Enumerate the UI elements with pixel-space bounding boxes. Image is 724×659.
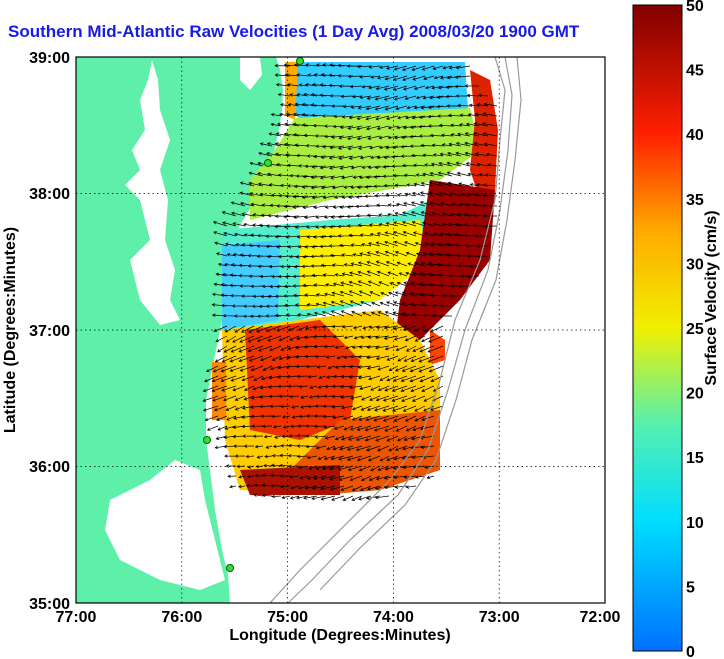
- colorbar-tick-label: 10: [686, 515, 704, 532]
- colorbar-tick-label: 25: [686, 321, 704, 338]
- y-tick-label: 37:00: [29, 323, 70, 340]
- colorbar-tick-label: 15: [686, 450, 704, 467]
- station-marker: [264, 159, 272, 167]
- isobaths: [269, 57, 522, 603]
- station-marker: [226, 564, 234, 572]
- x-tick-label: 75:00: [267, 609, 308, 626]
- radar-stations: [203, 57, 304, 572]
- x-tick-label: 74:00: [373, 609, 414, 626]
- colorbar-tick-label: 35: [686, 192, 704, 209]
- y-axis-label: Latitude (Degrees:Minutes): [2, 227, 19, 433]
- x-tick-label: 77:00: [56, 609, 97, 626]
- colorbar-tick-label: 20: [686, 386, 704, 403]
- y-tick-label: 38:00: [29, 186, 70, 203]
- y-tick-label: 39:00: [29, 50, 70, 67]
- station-marker: [203, 436, 211, 444]
- colorbar-tick-label: 40: [686, 127, 704, 144]
- x-tick-label: 73:00: [479, 609, 520, 626]
- plot-frame: [75, 56, 606, 604]
- colorbar-tick-label: 0: [686, 644, 695, 659]
- colorbar-tick-label: 50: [686, 0, 704, 15]
- colorbar: [632, 4, 683, 652]
- velocity-arrows: [202, 63, 498, 501]
- x-tick-label: 72:00: [580, 609, 621, 626]
- grid: [76, 57, 605, 603]
- y-ticks: 39:00 38:00 37:00 36:00 35:00: [29, 50, 70, 613]
- chesapeake-bay: [125, 60, 180, 325]
- station-marker: [296, 57, 304, 65]
- x-axis-label: Longitude (Degrees:Minutes): [229, 627, 450, 644]
- y-tick-label: 35:00: [29, 596, 70, 613]
- colorbar-tick-label: 45: [686, 63, 704, 80]
- x-tick-label: 76:00: [161, 609, 202, 626]
- x-ticks: 77:00 76:00 75:00 74:00 73:00 72:00: [56, 609, 621, 626]
- delaware-bay: [240, 57, 262, 90]
- arrow-field-path: [202, 63, 498, 501]
- map-title: Southern Mid-Atlantic Raw Velocities (1 …: [8, 22, 580, 41]
- colorbar-label: Surface Velocity (cm/s): [703, 210, 720, 385]
- colorbar-tick-label: 5: [686, 579, 695, 596]
- colorbar-ticks: 50 45 40 35 30 25 20 15 10 5 0: [686, 0, 704, 659]
- colorbar-tick-label: 30: [686, 256, 704, 273]
- pamlico-sound: [105, 460, 225, 590]
- y-tick-label: 36:00: [29, 459, 70, 476]
